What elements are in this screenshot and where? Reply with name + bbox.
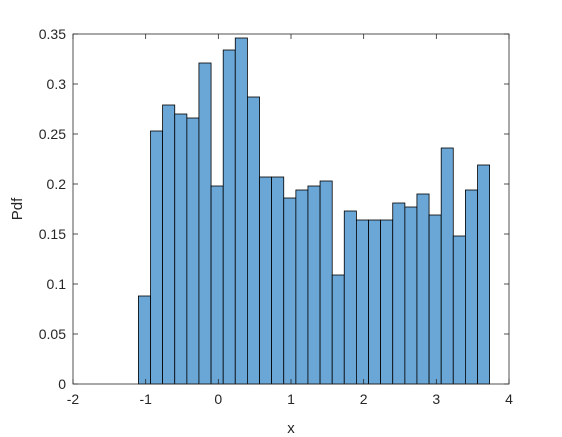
x-tick-label: -2 (67, 391, 80, 407)
histogram-bar (355, 219, 369, 385)
histogram-bar (174, 113, 188, 385)
histogram-bar (368, 219, 382, 385)
histogram-bar (452, 235, 466, 385)
histogram-bar (137, 295, 151, 385)
y-tick-label: 0 (58, 376, 66, 392)
y-tick-label: 0.3 (47, 76, 67, 92)
histogram-bar (295, 189, 309, 385)
histogram-bar (222, 49, 236, 385)
histogram-bar (464, 189, 478, 385)
histogram-bar (428, 214, 442, 385)
histogram-bar (343, 210, 357, 385)
y-tick-label: 0.2 (47, 176, 67, 192)
histogram-bar (150, 130, 163, 385)
histogram-bar (283, 197, 297, 385)
x-tick-label: 4 (505, 391, 513, 407)
y-tick-label: 0.1 (47, 276, 67, 292)
x-tick-label: 1 (287, 391, 295, 407)
x-tick-label: 3 (432, 391, 440, 407)
y-tick-label: 0.05 (39, 326, 66, 342)
histogram-bar (186, 117, 200, 385)
histogram-bar (307, 185, 321, 385)
y-tick-label: 0.25 (39, 126, 66, 142)
x-axis-label: x (287, 420, 295, 437)
x-tick-label: -1 (139, 391, 152, 407)
y-ticks: 0 0.05 0.1 0.15 0.2 0.25 0.3 0.35 (39, 26, 509, 392)
histogram-bar (440, 147, 454, 385)
histogram-bar (198, 62, 212, 385)
y-tick-label: 0.35 (39, 26, 66, 42)
y-axis-label: Pdf (9, 197, 26, 220)
histogram-bar (319, 180, 333, 385)
x-tick-label: 0 (214, 391, 222, 407)
histogram-bar (477, 164, 491, 385)
histogram-bar (404, 206, 418, 385)
histogram-bar (259, 176, 273, 385)
bars-group (137, 37, 491, 385)
histogram-bar (246, 96, 260, 385)
x-ticks: -2 -1 0 1 2 3 4 (67, 34, 513, 407)
histogram-bar (416, 193, 430, 385)
histogram-bar (210, 185, 224, 385)
histogram-bar (162, 104, 176, 385)
histogram-bar (234, 37, 248, 385)
histogram-bar (331, 274, 345, 385)
histogram-bar (380, 219, 394, 385)
histogram-bar (271, 176, 285, 385)
x-tick-label: 2 (360, 391, 368, 407)
y-tick-label: 0.15 (39, 226, 66, 242)
histogram-bar (392, 202, 406, 385)
